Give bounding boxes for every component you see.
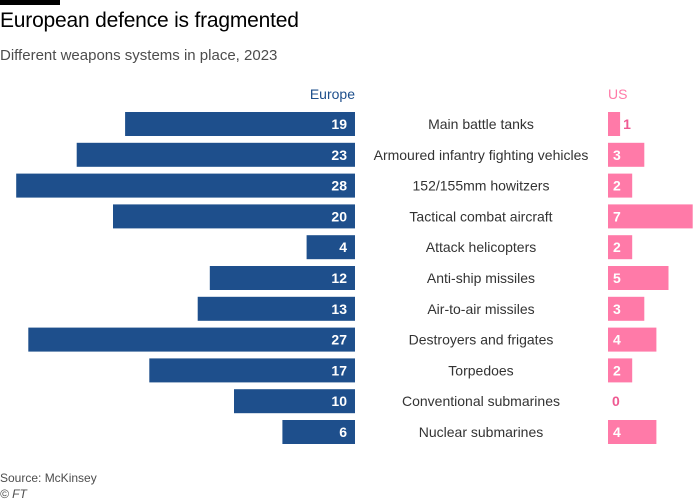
europe-bar [28,327,356,352]
legend-europe: Europe [310,86,355,102]
europe-bar [76,142,355,167]
europe-value-label: 28 [331,178,347,194]
europe-value-label: 19 [331,116,347,132]
category-label: Tactical combat aircraft [409,208,552,224]
category-label: Armoured infantry fighting vehicles [374,147,589,163]
us-value-label: 2 [613,362,621,378]
ft-credit: © FT [0,487,27,501]
us-value-label: 3 [613,301,621,317]
category-label: Conventional submarines [402,393,560,409]
us-bar [608,235,633,260]
category-label: Main battle tanks [428,116,534,132]
us-bar [608,112,621,136]
chart-title: European defence is fragmented [0,9,299,32]
us-value-label: 4 [613,332,621,348]
europe-bar [125,112,355,136]
europe-bar [149,358,355,383]
europe-value-label: 4 [339,239,347,255]
us-value-label: 2 [613,239,621,255]
us-bar [608,266,669,290]
us-bar [608,358,633,383]
us-bar [608,142,645,167]
europe-value-label: 20 [331,208,347,224]
europe-bar [209,266,355,290]
us-bar [608,173,633,198]
europe-bar [197,296,355,321]
europe-value-label: 12 [331,270,347,286]
us-value-label: 4 [613,424,621,440]
europe-value-label: 13 [331,301,347,317]
europe-bar [282,420,355,444]
us-value-label: 5 [613,270,621,286]
europe-bar [16,173,355,198]
category-label: Anti-ship missiles [427,270,535,286]
legend-us: US [608,86,627,102]
us-value-label: 7 [613,208,621,224]
us-bar [608,204,693,229]
europe-bar [234,389,355,414]
europe-value-label: 10 [331,393,347,409]
us-bar [608,420,657,444]
category-label: 152/155mm howitzers [413,178,550,194]
category-label: Nuclear submarines [419,424,544,440]
europe-bar [113,204,355,229]
us-bar [608,296,645,321]
category-label: Destroyers and frigates [409,332,554,348]
us-value-label: 3 [613,147,621,163]
chart-subtitle: Different weapons systems in place, 2023 [0,47,278,64]
ft-top-bar [0,0,60,5]
us-value-label: 2 [613,178,621,194]
us-value-label: 1 [623,116,631,132]
europe-value-label: 23 [331,147,347,163]
category-label: Torpedoes [448,362,513,378]
europe-bar [306,235,355,260]
europe-value-label: 17 [331,362,347,378]
europe-value-label: 6 [339,424,347,440]
source-note: Source: McKinsey [0,471,97,485]
category-label: Attack helicopters [426,239,537,255]
category-label: Air-to-air missiles [427,301,534,317]
europe-value-label: 27 [331,332,347,348]
us-bar [608,327,657,352]
us-value-label: 0 [612,393,620,409]
